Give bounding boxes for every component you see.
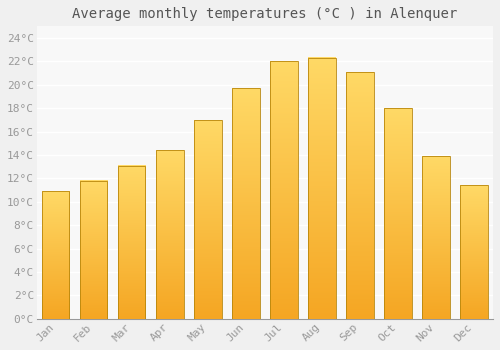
Bar: [156, 150, 184, 319]
Bar: [232, 88, 260, 319]
Bar: [460, 186, 487, 319]
Bar: [270, 61, 297, 319]
Bar: [118, 166, 146, 319]
Bar: [422, 156, 450, 319]
Bar: [42, 191, 70, 319]
Bar: [346, 72, 374, 319]
Bar: [384, 108, 411, 319]
Title: Average monthly temperatures (°C ) in Alenquer: Average monthly temperatures (°C ) in Al…: [72, 7, 458, 21]
Bar: [80, 181, 108, 319]
Bar: [308, 58, 336, 319]
Bar: [194, 120, 222, 319]
